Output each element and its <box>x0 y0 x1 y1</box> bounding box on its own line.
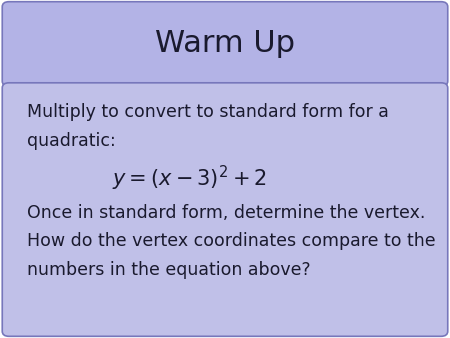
Text: $y = (x - 3)^2 + 2$: $y = (x - 3)^2 + 2$ <box>112 164 266 193</box>
Text: Multiply to convert to standard form for a: Multiply to convert to standard form for… <box>27 103 389 121</box>
Text: How do the vertex coordinates compare to the: How do the vertex coordinates compare to… <box>27 233 436 250</box>
Text: quadratic:: quadratic: <box>27 132 116 150</box>
Text: Once in standard form, determine the vertex.: Once in standard form, determine the ver… <box>27 204 425 222</box>
FancyBboxPatch shape <box>2 83 448 336</box>
Text: Warm Up: Warm Up <box>155 29 295 58</box>
Text: numbers in the equation above?: numbers in the equation above? <box>27 261 310 279</box>
FancyBboxPatch shape <box>2 2 448 86</box>
